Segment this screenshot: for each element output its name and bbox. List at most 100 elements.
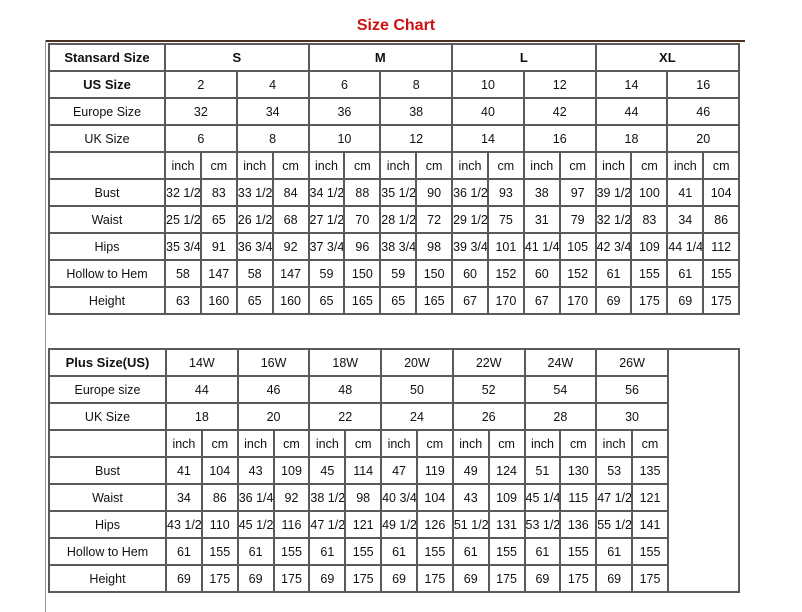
unit-label: cm [343,151,382,180]
size-group: 14W [165,348,239,377]
table-cell: 60 [451,259,489,288]
unit-label: inch [451,429,490,458]
page-title: Size Chart [356,17,436,34]
table-cell: 84 [271,178,310,207]
table-cell: 6 [307,70,382,99]
table-cell: 35 1/2 [379,178,418,207]
table-cell: 27 1/2 [307,205,346,234]
table-cell: 34 [165,483,203,512]
table-cell: 58 [235,259,274,288]
table-row: US Size 2 4 6 8 10 12 14 16 [48,70,741,99]
table-cell: 112 [702,232,741,261]
table-cell: 54 [523,375,598,404]
divider [46,40,745,42]
table-cell: 101 [486,232,525,261]
table-cell: 155 [630,259,669,288]
table-cell: 28 1/2 [379,205,418,234]
table-cell: 69 [236,564,275,593]
table-cell: 175 [487,564,526,593]
table-cell: 32 [164,97,238,126]
unit-label: inch [451,151,489,180]
table-cell: 43 1/2 [165,510,203,539]
table-cell: 70 [343,205,382,234]
table-cell: 41 [165,456,203,485]
table-row: Height 69 175 69 175 69 175 69 175 69 175 69 175 69 17… [48,564,739,593]
table-cell: 33 1/2 [235,178,274,207]
table-cell: 121 [344,510,383,539]
table-cell: 69 [594,286,633,315]
table-cell: 44 1/4 [666,232,705,261]
table-cell: 39 3/4 [451,232,489,261]
table-cell: 10 [307,124,382,153]
unit-label: cm [272,429,311,458]
table-row: Europe Size 32 34 36 38 40 42 44 46 [48,97,741,126]
row-label: Bust [48,456,167,485]
table-cell: 51 1/2 [451,510,490,539]
size-group: 20W [380,348,454,377]
table-cell: 65 [199,205,238,234]
table-cell: 47 1/2 [308,510,347,539]
row-label: UK Size [48,124,166,153]
table-cell: 110 [200,510,239,539]
table-cell: 116 [272,510,311,539]
unit-label: inch [379,151,418,180]
table-cell: 61 [165,537,203,566]
table-row: UK Size 6 8 10 12 14 16 18 20 [48,124,741,153]
size-group: 22W [451,348,526,377]
unit-label: inch [164,151,202,180]
table-cell: 6 [164,124,238,153]
table-cell: 56 [595,375,669,404]
unit-label: inch [523,429,562,458]
size-group: L [451,43,597,72]
table-cell: 170 [486,286,525,315]
unit-label: inch [594,151,633,180]
table-cell: 104 [702,178,741,207]
table-cell: 72 [415,205,454,234]
table-cell: 69 [308,564,347,593]
table-cell: 155 [415,537,454,566]
table-cell: 45 1/4 [523,483,562,512]
table-cell: 2 [164,70,238,99]
table-cell: 155 [487,537,526,566]
size-group: M [307,43,454,72]
unit-label: inch [235,151,274,180]
table-cell: 37 3/4 [307,232,346,261]
table-cell: 130 [559,456,598,485]
table-cell: 39 1/2 [594,178,633,207]
table-cell: 34 [666,205,705,234]
header-row: Stansard Size S M L XL [48,43,741,72]
table-cell: 170 [558,286,597,315]
table-cell: 26 1/2 [235,205,274,234]
table-cell: 45 [308,456,347,485]
unit-label: cm [486,151,525,180]
table-cell: 109 [272,456,311,485]
table-cell: 14 [594,70,669,99]
row-label: Waist [48,205,166,234]
unit-label: inch [236,429,275,458]
table-cell: 69 [165,564,203,593]
table-cell: 136 [559,510,598,539]
unit-label: inch [165,429,203,458]
table-cell: 30 [595,402,669,431]
table-cell: 28 [523,402,598,431]
table-cell: 175 [415,564,454,593]
table-cell: 175 [702,286,741,315]
table-cell: 61 [380,537,418,566]
table-cell: 150 [343,259,382,288]
unit-label: inch [522,151,561,180]
table-cell: 155 [200,537,239,566]
row-label: Hollow to Hem [48,537,167,566]
table-cell: 34 [235,97,310,126]
table-cell: 65 [235,286,274,315]
table-cell: 165 [415,286,454,315]
table-row: Hips 43 1/2 110 45 1/2 116 47 1/2 121 49 1/2 126… [48,510,739,539]
table-cell: 69 [523,564,562,593]
table-cell: 49 1/2 [380,510,418,539]
table-cell: 175 [631,564,669,593]
unit-label: cm [415,429,454,458]
unit-label: cm [702,151,741,180]
table-cell: 119 [415,456,454,485]
unit-label: cm [344,429,383,458]
table-cell: 29 1/2 [451,205,489,234]
table-cell: 12 [379,124,454,153]
